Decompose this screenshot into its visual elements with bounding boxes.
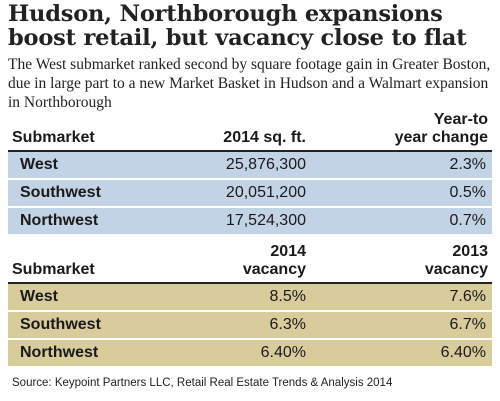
row-change: 2.3% <box>449 156 486 173</box>
table2-col-2014-line1: 2014 <box>270 243 306 260</box>
table2-col-2013-line2: vacancy <box>424 261 488 278</box>
table1-col-change-line2: year change <box>394 129 488 146</box>
table-row: Northwest 6.40% 6.40% <box>8 340 492 366</box>
table-row: Southwest 6.3% 6.7% <box>8 312 492 338</box>
row-sqft: 20,051,200 <box>225 184 306 201</box>
row-submarket: West <box>20 156 58 173</box>
row-vacancy-2013: 7.6% <box>449 288 486 305</box>
table2-header: Submarket 2014 vacancy 2013 vacancy <box>8 242 492 282</box>
row-submarket: Northwest <box>20 212 99 229</box>
table-row: West 8.5% 7.6% <box>8 284 492 310</box>
table1-col-submarket: Submarket <box>12 129 95 146</box>
row-submarket: Southwest <box>20 316 101 333</box>
table1-col-sqft: 2014 sq. ft. <box>223 129 306 146</box>
row-vacancy-2013: 6.7% <box>449 316 486 333</box>
table2-col-submarket: Submarket <box>12 261 95 278</box>
row-divider <box>8 178 492 180</box>
row-change: 0.7% <box>449 212 486 229</box>
row-divider <box>8 338 492 340</box>
table-row: Northwest 17,524,300 0.7% <box>8 208 492 234</box>
row-divider <box>8 310 492 312</box>
table-row: Southwest 20,051,200 0.5% <box>8 180 492 206</box>
row-change: 0.5% <box>449 184 486 201</box>
table2-col-2014-line2: vacancy <box>242 261 306 278</box>
row-vacancy-2014: 6.3% <box>269 316 306 333</box>
chart-subtitle: The West submarket ranked second by squa… <box>8 56 491 111</box>
table-row: West 25,876,300 2.3% <box>8 152 492 178</box>
row-vacancy-2014: 8.5% <box>269 288 306 305</box>
row-submarket: Northwest <box>20 344 99 361</box>
row-sqft: 25,876,300 <box>225 156 306 173</box>
row-submarket: Southwest <box>20 184 101 201</box>
row-submarket: West <box>20 288 58 305</box>
row-vacancy-2014: 6.40% <box>260 344 306 361</box>
table2-col-2013-line1: 2013 <box>452 243 488 260</box>
table1-header-rule <box>8 150 492 152</box>
row-vacancy-2013: 6.40% <box>440 344 486 361</box>
source-note: Source: Keypoint Partners LLC, Retail Re… <box>12 377 393 389</box>
chart-title: Hudson, Northborough expansions boost re… <box>8 1 467 51</box>
table1-col-change-line1: Year-to <box>433 111 488 128</box>
table1-header: Submarket 2014 sq. ft. Year-to year chan… <box>8 111 492 152</box>
row-divider <box>8 206 492 208</box>
table2-header-rule <box>8 282 492 284</box>
row-sqft: 17,524,300 <box>225 212 306 229</box>
